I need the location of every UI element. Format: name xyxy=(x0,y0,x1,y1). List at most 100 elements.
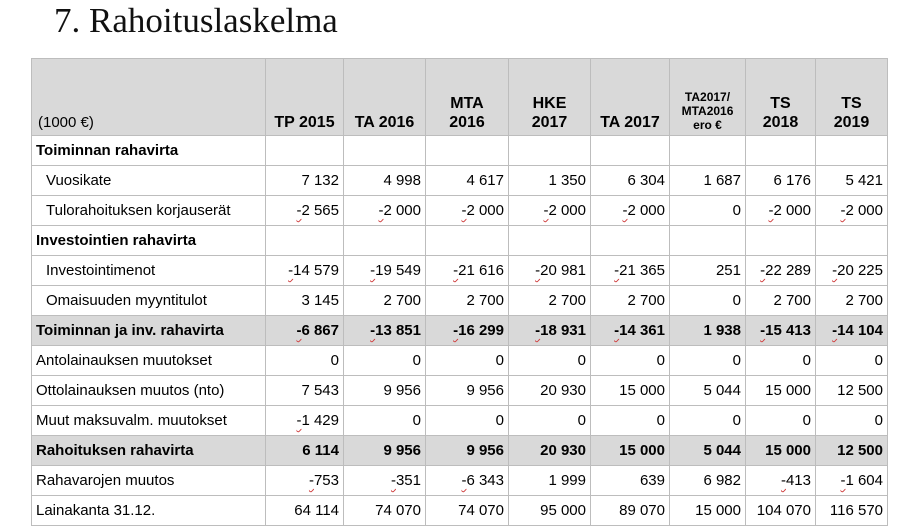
value-text: 0 xyxy=(874,412,883,429)
value-text: 0 xyxy=(412,412,421,429)
unit-label: (1000 €) xyxy=(31,58,266,136)
table-row: Omaisuuden myyntitulot 3 145 2 700 2 700 2 7… xyxy=(31,285,888,316)
value-cell: 0 xyxy=(745,345,816,376)
value-cell xyxy=(343,225,426,256)
value-text: -2 000 xyxy=(768,202,811,219)
value-cell: 251 xyxy=(669,255,746,286)
value-cell xyxy=(265,135,344,166)
value-cell xyxy=(815,225,888,256)
value-cell: 15 000 xyxy=(590,375,670,406)
table-row: Tulorahoituksen korjauserät -2 565 -2 000 -… xyxy=(31,195,888,226)
value-cell: -413 xyxy=(745,465,816,496)
column-header: HKE 2017 xyxy=(508,58,591,136)
column-header: TS 2019 xyxy=(815,58,888,136)
row-label-text: Investointimenot xyxy=(46,262,156,279)
value-text: 64 114 xyxy=(294,502,339,519)
value-text: -16 299 xyxy=(453,322,504,339)
value-cell: 6 304 xyxy=(590,165,670,196)
row-label: Investointimenot xyxy=(31,255,266,286)
value-text: -753 xyxy=(308,472,339,489)
value-cell: -21 365 xyxy=(590,255,670,286)
value-cell: 9 956 xyxy=(343,435,426,466)
value-text: 20 930 xyxy=(540,442,586,459)
value-cell: 0 xyxy=(508,345,591,376)
value-text: 1 999 xyxy=(548,472,586,489)
value-text: 0 xyxy=(732,202,741,219)
value-text: 1 687 xyxy=(703,172,741,189)
value-cell: 0 xyxy=(590,405,670,436)
value-text: 2 700 xyxy=(466,292,504,309)
value-cell: 0 xyxy=(669,195,746,226)
table-row: Lainakanta 31.12. 64 114 74 070 74 070 95 00… xyxy=(31,495,888,526)
value-text: 0 xyxy=(732,352,741,369)
row-label-text: Muut maksuvalm. muutokset xyxy=(36,412,227,429)
value-text: -14 361 xyxy=(614,322,665,339)
value-text: 2 700 xyxy=(548,292,586,309)
column-header-line: 2019 xyxy=(833,114,870,131)
value-text: 0 xyxy=(656,412,665,429)
table-row: Investointien rahavirta xyxy=(31,225,888,256)
value-cell: 0 xyxy=(815,405,888,436)
column-header: TS 2018 xyxy=(745,58,816,136)
value-text: 251 xyxy=(715,262,741,279)
value-cell: 7 132 xyxy=(265,165,344,196)
column-header-line: TA2017/ xyxy=(684,90,731,104)
value-text: 5 421 xyxy=(845,172,883,189)
table-row: Toiminnan rahavirta xyxy=(31,135,888,166)
table-body: Toiminnan rahavirta Vuosikate 7 132 4 998 4 … xyxy=(31,135,888,526)
value-text: 2 700 xyxy=(627,292,665,309)
value-cell: -2 565 xyxy=(265,195,344,226)
row-label-text: Tulorahoituksen korjauserät xyxy=(46,202,231,219)
value-cell: 5 421 xyxy=(815,165,888,196)
value-cell: -14 361 xyxy=(590,315,670,346)
value-cell: 0 xyxy=(425,405,509,436)
row-label-text: Toiminnan ja inv. rahavirta xyxy=(36,322,224,339)
value-text: 1 938 xyxy=(703,322,741,339)
row-label: Investointien rahavirta xyxy=(31,225,266,256)
value-cell xyxy=(425,225,509,256)
value-text: 20 930 xyxy=(540,382,586,399)
value-text: 0 xyxy=(874,352,883,369)
value-text: 74 070 xyxy=(458,502,504,519)
row-label: Muut maksuvalm. muutokset xyxy=(31,405,266,436)
value-cell xyxy=(508,225,591,256)
value-cell: 6 114 xyxy=(265,435,344,466)
value-text: -2 000 xyxy=(543,202,586,219)
value-cell: -2 000 xyxy=(425,195,509,226)
value-text: 0 xyxy=(495,352,504,369)
value-cell: 20 930 xyxy=(508,435,591,466)
value-text: -14 579 xyxy=(288,262,339,279)
row-label-text: Investointien rahavirta xyxy=(36,232,197,249)
value-cell: -20 981 xyxy=(508,255,591,286)
value-cell: 5 044 xyxy=(669,435,746,466)
value-cell xyxy=(508,135,591,166)
column-header: MTA 2016 xyxy=(425,58,509,136)
column-header: TA 2017 xyxy=(590,58,670,136)
table-row: Rahoituksen rahavirta 6 114 9 956 9 956 20 9… xyxy=(31,435,888,466)
value-text: 2 700 xyxy=(845,292,883,309)
value-cell: -2 000 xyxy=(745,195,816,226)
value-cell: -21 616 xyxy=(425,255,509,286)
value-text: 0 xyxy=(802,412,811,429)
value-cell: -351 xyxy=(343,465,426,496)
value-text: 5 044 xyxy=(703,382,741,399)
column-header: TA 2016 xyxy=(343,58,426,136)
table-row: Muut maksuvalm. muutokset -1 429 0 0 0 0 0 0 0 xyxy=(31,405,888,436)
value-cell xyxy=(815,135,888,166)
value-text: 9 956 xyxy=(383,442,421,459)
value-cell: 2 700 xyxy=(343,285,426,316)
value-cell: -2 000 xyxy=(590,195,670,226)
value-cell: -2 000 xyxy=(815,195,888,226)
value-cell: 0 xyxy=(669,345,746,376)
value-cell: -19 549 xyxy=(343,255,426,286)
value-cell: 5 044 xyxy=(669,375,746,406)
value-text: 0 xyxy=(656,352,665,369)
value-text: -2 000 xyxy=(461,202,504,219)
value-cell: 0 xyxy=(343,405,426,436)
value-cell: 0 xyxy=(669,285,746,316)
value-cell: 4 617 xyxy=(425,165,509,196)
value-text: 3 145 xyxy=(301,292,339,309)
financing-table: (1000 €) TP 2015 TA 2016 MTA 2016 HKE 2017 TA … xyxy=(31,58,888,526)
column-header: TP 2015 xyxy=(265,58,344,136)
value-text: 4 998 xyxy=(383,172,421,189)
